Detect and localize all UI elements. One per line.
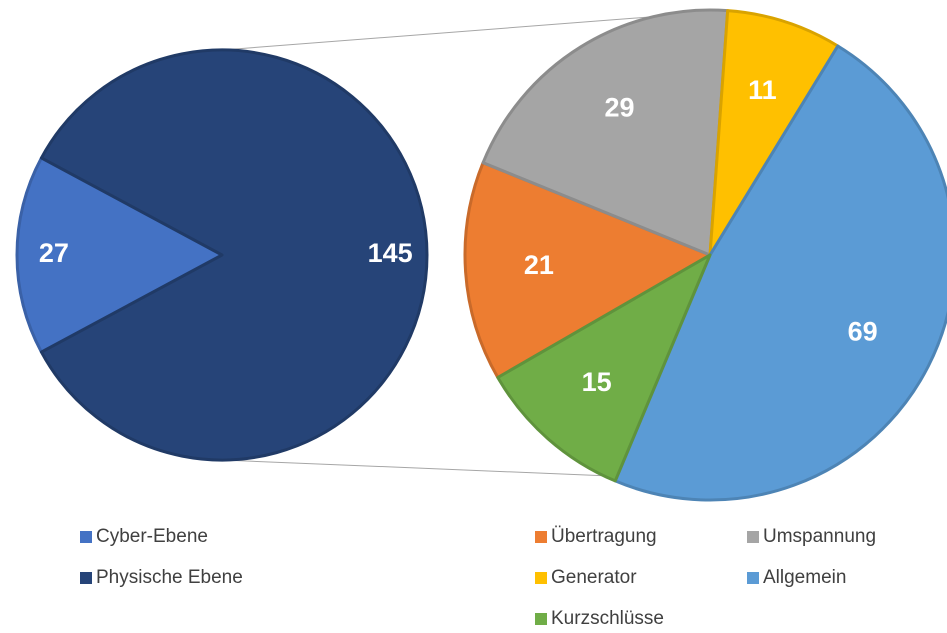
legend-swatch: [80, 531, 92, 543]
legend-label: Allgemein: [763, 567, 846, 588]
pie-slice: [708, 9, 840, 257]
legend-label: Physische Ebene: [96, 567, 243, 588]
pie-slice: [39, 48, 429, 462]
pie-slice: [481, 8, 730, 257]
legend-label: Cyber-Ebene: [96, 526, 208, 547]
legend-label: Kurzschlüsse: [551, 608, 664, 629]
data-label: 27: [39, 238, 69, 268]
legend-label: Generator: [551, 567, 637, 588]
legend-swatch: [747, 531, 759, 543]
legend-swatch: [535, 613, 547, 625]
legend-swatch: [535, 531, 547, 543]
legend-label: Umspannung: [763, 526, 876, 547]
legend-swatch: [80, 572, 92, 584]
legend-label: Übertragung: [551, 526, 657, 547]
data-label: 145: [368, 238, 413, 268]
connector-line: [221, 459, 611, 477]
data-label: 69: [848, 316, 878, 346]
pie-slice: [463, 161, 712, 379]
legend-swatch: [747, 572, 759, 584]
pie-slice: [15, 156, 224, 354]
pie-slice: [496, 253, 712, 483]
connector-line: [221, 10, 728, 51]
legend-swatch: [535, 572, 547, 584]
data-label: 11: [748, 75, 777, 105]
pie-slice: [613, 44, 947, 502]
data-label: 21: [524, 250, 554, 280]
data-label: 15: [582, 367, 612, 397]
data-label: 29: [604, 92, 634, 122]
